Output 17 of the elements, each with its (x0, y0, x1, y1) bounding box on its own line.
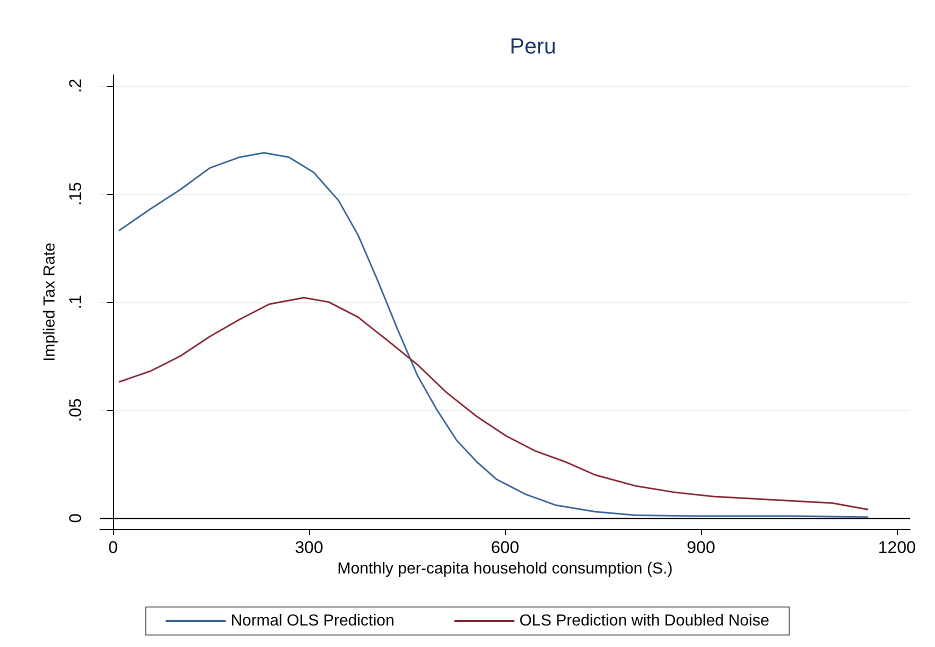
y-tick-label: .15 (66, 182, 85, 206)
y-tick-label: 0 (66, 513, 85, 523)
x-axis-title: Monthly per-capita household consumption (S.) (337, 560, 673, 578)
y-axis-title: Implied Tax Rate (42, 242, 58, 362)
line-series (118, 152, 869, 518)
line-series (118, 296, 869, 510)
x-tick-label: 0 (108, 538, 118, 557)
x-tick-label: 600 (490, 538, 520, 557)
x-tick-label: 1200 (878, 538, 916, 557)
legend-label: OLS Prediction with Doubled Noise (519, 612, 770, 630)
y-tick-label: .1 (66, 294, 85, 310)
y-tick-label: .2 (66, 78, 85, 93)
x-tick-label: 900 (686, 538, 716, 557)
chart-title: Peru (510, 34, 556, 58)
x-tick-label: 300 (294, 538, 324, 557)
y-tick-label: .05 (66, 398, 85, 422)
legend-label: Normal OLS Prediction (230, 612, 394, 630)
